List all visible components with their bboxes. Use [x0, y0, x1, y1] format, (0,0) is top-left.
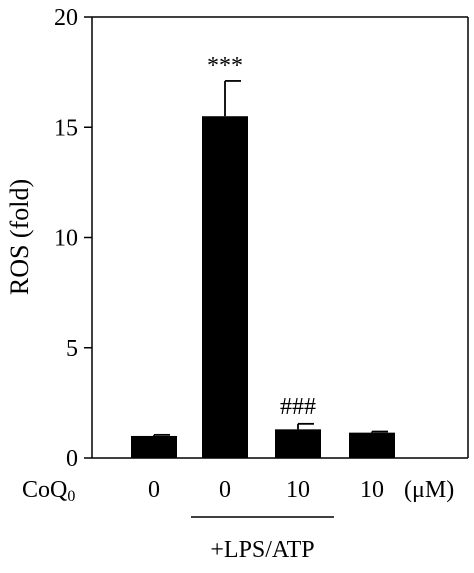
bar — [349, 432, 395, 458]
significance-label: *** — [207, 53, 243, 79]
bar — [275, 429, 321, 458]
x-category-label: 0 — [148, 477, 160, 503]
y-tick-label: 0 — [66, 446, 78, 472]
row-label: CoQ0 — [22, 477, 75, 505]
x-category-label: 10 — [360, 477, 384, 503]
significance-label: ### — [280, 394, 316, 420]
row-label-main: CoQ — [22, 477, 67, 503]
y-tick-label: 5 — [66, 336, 78, 362]
y-tick-label: 15 — [54, 115, 78, 141]
x-category-label: 0 — [219, 477, 231, 503]
y-axis-label: ROS (fold) — [5, 179, 34, 295]
unit-label: (μM) — [404, 477, 454, 503]
group-label: +LPS/ATP — [210, 537, 314, 563]
row-label-subscript: 0 — [67, 488, 75, 505]
y-tick-label: 10 — [54, 226, 78, 252]
bar — [202, 116, 248, 458]
y-tick-label: 20 — [54, 5, 78, 31]
x-category-label: 10 — [286, 477, 310, 503]
bar — [131, 435, 177, 458]
